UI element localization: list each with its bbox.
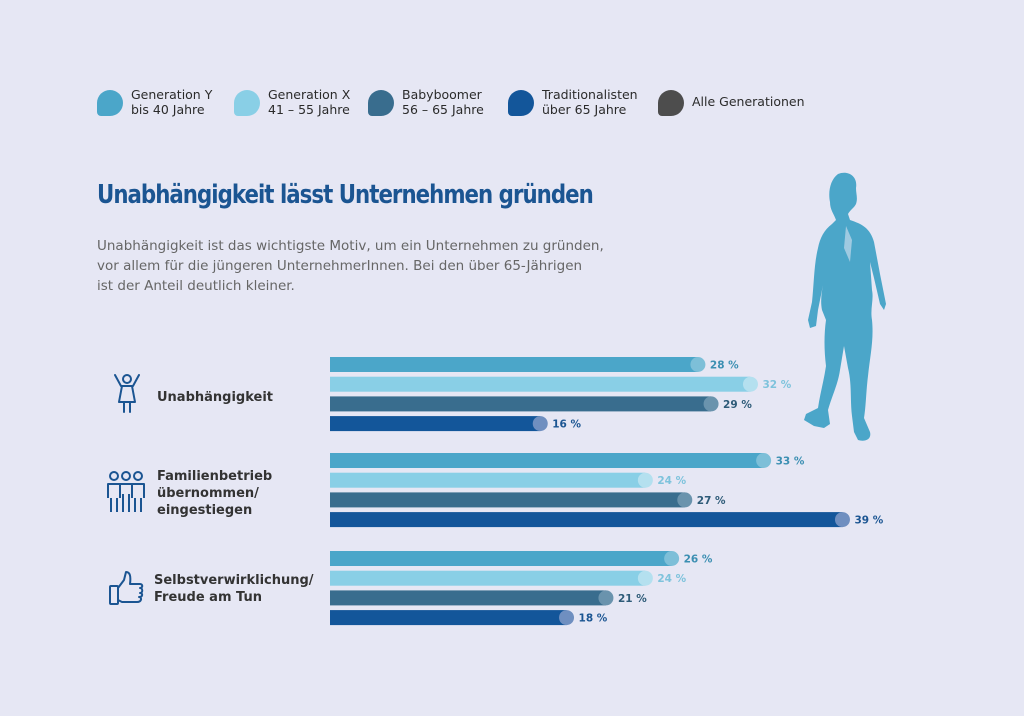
- data-label: 18 %: [579, 613, 608, 625]
- intro-line: Unabhängigkeit ist das wichtigste Motiv,…: [97, 238, 604, 254]
- bar-end-cap: [690, 357, 706, 372]
- data-label: 33 %: [776, 456, 805, 468]
- category-label-familienbetrieb: Familienbetrieb übernommen/ eingestiegen: [157, 469, 273, 518]
- data-label: 29 %: [723, 399, 752, 411]
- bar-end-cap: [703, 396, 719, 412]
- data-label: 24 %: [657, 475, 686, 487]
- bar-babyboomer: [330, 590, 606, 606]
- legend-sublabel: 56 – 65 Jahre: [402, 102, 484, 117]
- data-label: 28 %: [710, 360, 739, 372]
- family-icon: [107, 471, 145, 512]
- legend-sublabel: über 65 Jahre: [542, 102, 627, 117]
- speech-bubble-icon: [97, 90, 123, 116]
- legend-item-generation-y: Generation Y bis 40 Jahre: [97, 87, 212, 117]
- data-label: 21 %: [618, 593, 647, 605]
- legend: Generation Y bis 40 Jahre Generation X 4…: [97, 87, 857, 127]
- speech-bubble-icon: [508, 90, 534, 116]
- bar-end-cap: [664, 551, 680, 566]
- speech-bubble-icon: [658, 90, 684, 116]
- bar-end-cap: [598, 590, 614, 606]
- bar-traditionalisten: [330, 512, 843, 528]
- legend-label: Generation Y: [131, 87, 213, 102]
- legend-label: Traditionalisten: [542, 87, 638, 102]
- legend-label: Alle Generationen: [692, 94, 805, 109]
- legend-item-traditionalisten: Traditionalisten über 65 Jahre: [508, 87, 638, 117]
- data-label: 32 %: [762, 379, 791, 391]
- bar-babyboomer: [330, 492, 685, 508]
- bar-end-cap: [637, 472, 653, 488]
- speech-bubble-icon: [234, 90, 260, 116]
- bar-end-cap: [742, 376, 758, 392]
- category-label-selbstverwirklichung: Selbstverwirklichung/ Freude am Tun: [154, 573, 314, 605]
- bar-end-cap: [677, 492, 693, 508]
- bar-traditionalisten: [330, 416, 541, 432]
- data-label: 27 %: [697, 495, 726, 507]
- bar-traditionalisten: [330, 610, 567, 626]
- bar-generation-x: [330, 570, 646, 586]
- bar-generation-y: [330, 453, 764, 468]
- bar-end-cap: [756, 453, 772, 468]
- legend-item-babyboomer: Babyboomer 56 – 65 Jahre: [368, 87, 484, 117]
- bar-generation-x: [330, 472, 646, 488]
- legend-item-alle-generationen: Alle Generationen: [658, 87, 805, 116]
- bar-babyboomer: [330, 396, 712, 412]
- bar-generation-y: [330, 551, 672, 566]
- bar-generation-x: [330, 376, 751, 392]
- legend-label: Babyboomer: [402, 87, 482, 102]
- data-label: 26 %: [684, 554, 713, 566]
- legend-item-generation-x: Generation X 41 – 55 Jahre: [234, 87, 350, 117]
- legend-label: Generation X: [268, 87, 351, 102]
- intro-text: Unabhängigkeit ist das wichtigste Motiv,…: [97, 236, 617, 296]
- chart-title: Unabhängigkeit lässt Unternehmen gründen: [97, 180, 594, 210]
- data-label: 16 %: [552, 419, 581, 431]
- intro-line: ist der Anteil deutlich kleiner.: [97, 278, 295, 294]
- category-label-unabhaengigkeit: Unabhängigkeit: [157, 390, 274, 405]
- data-label: 39 %: [854, 515, 883, 527]
- speech-bubble-icon: [368, 90, 394, 116]
- bar-end-cap: [532, 416, 548, 432]
- intro-line: vor allem für die jüngeren UnternehmerIn…: [97, 258, 583, 274]
- bar-end-cap: [559, 610, 575, 626]
- legend-sublabel: 41 – 55 Jahre: [268, 102, 350, 117]
- person-cheering-icon: [114, 374, 140, 413]
- bar-end-cap: [637, 570, 653, 586]
- bar-generation-y: [330, 357, 698, 372]
- thumbs-up-icon: [109, 571, 144, 605]
- businesswoman-silhouette: [804, 172, 886, 441]
- legend-sublabel: bis 40 Jahre: [131, 102, 205, 117]
- bar-end-cap: [834, 512, 850, 528]
- data-label: 24 %: [657, 573, 686, 585]
